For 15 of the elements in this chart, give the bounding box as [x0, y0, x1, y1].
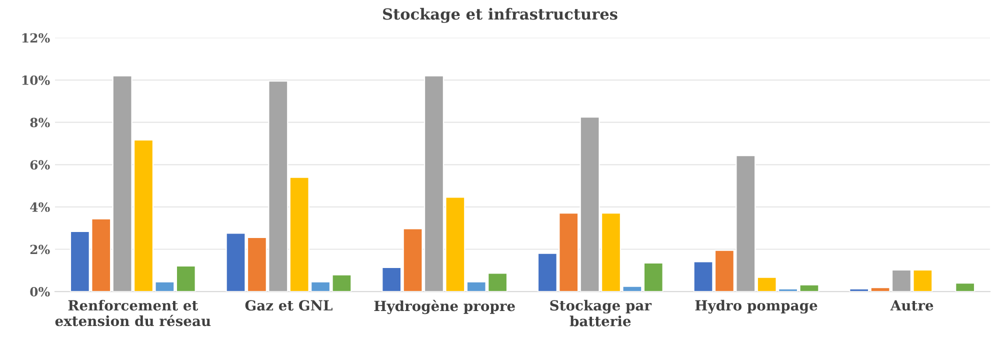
y-tick-label: 10%: [22, 76, 50, 85]
y-tick-label: 4%: [30, 202, 50, 212]
x-tick-label: Autre: [890, 300, 934, 311]
x-tick-label: Hydrogène propre: [374, 300, 515, 314]
bar: [955, 282, 976, 292]
y-tick-label: 2%: [30, 244, 50, 254]
y-tick-label: 6%: [30, 160, 50, 170]
x-tick-label: Hydro pompage: [695, 300, 818, 314]
x-tick-label: Stockage par batterie: [550, 300, 652, 326]
y-tick-label: 12%: [22, 33, 50, 43]
y-tick-label: 8%: [30, 118, 50, 128]
y-tick-label: 0%: [30, 287, 50, 296]
x-tick-label: Gaz et GNL: [245, 300, 332, 311]
chart-title: Stockage et infrastructures: [383, 8, 618, 23]
x-tick-label: Renforcement et extension du réseau: [55, 300, 211, 326]
